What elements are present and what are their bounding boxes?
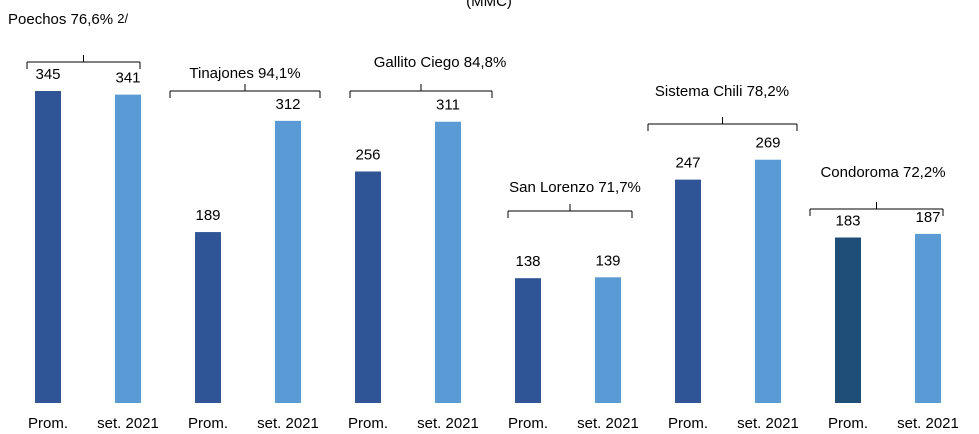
x-tick-label: Prom.: [348, 415, 388, 432]
group-label: Gallito Ciego 84,8%: [374, 54, 507, 71]
value-label: 269: [755, 135, 780, 152]
x-tick-label: set. 2021: [417, 415, 479, 432]
value-label: 256: [355, 146, 380, 163]
bar: [515, 278, 541, 403]
group-label: San Lorenzo 71,7%: [509, 179, 641, 196]
x-tick-label: set. 2021: [257, 415, 319, 432]
bar: [435, 121, 461, 403]
x-tick-label: Prom.: [28, 415, 68, 432]
x-tick-label: Prom.: [668, 415, 708, 432]
bar: [195, 232, 221, 403]
x-tick-label: Prom.: [188, 415, 228, 432]
group-name: Condoroma 72,2%: [820, 164, 945, 181]
bar: [915, 233, 941, 403]
bar: [355, 171, 381, 403]
group-name: San Lorenzo 71,7%: [509, 179, 641, 196]
value-label: 247: [675, 155, 700, 172]
value-label: 341: [115, 70, 140, 87]
x-tick-label: set. 2021: [737, 415, 799, 432]
value-label: 189: [195, 207, 220, 224]
group-name: Tinajones 94,1%: [189, 65, 300, 82]
x-tick-label: Prom.: [828, 415, 868, 432]
value-label: 311: [436, 97, 460, 114]
group-label: Poechos 76,6% 2/: [8, 11, 128, 28]
group-name: Sistema Chili 78,2%: [655, 83, 789, 100]
group-note: 2/: [117, 11, 128, 26]
value-label: 139: [595, 252, 620, 269]
value-label: 183: [835, 212, 860, 229]
value-label: 138: [515, 253, 540, 270]
group-label: Sistema Chili 78,2%: [655, 83, 789, 100]
bar: [35, 91, 61, 403]
value-label: 187: [915, 209, 940, 226]
x-tick-label: set. 2021: [577, 415, 639, 432]
bar: [275, 120, 301, 403]
value-label: 312: [275, 96, 300, 113]
x-tick-label: set. 2021: [897, 415, 959, 432]
group-label: Condoroma 72,2%: [820, 164, 945, 181]
x-tick-label: set. 2021: [97, 415, 159, 432]
group-name: Poechos 76,6%: [8, 11, 113, 28]
bar: [595, 277, 621, 403]
bar: [835, 237, 861, 403]
bar: [675, 179, 701, 403]
bar: [755, 159, 781, 403]
x-tick-label: Prom.: [508, 415, 548, 432]
value-label: 345: [35, 66, 60, 83]
chart-title: (MMC): [466, 0, 512, 10]
group-name: Gallito Ciego 84,8%: [374, 54, 507, 71]
group-label: Tinajones 94,1%: [189, 65, 300, 82]
bar: [115, 94, 141, 403]
